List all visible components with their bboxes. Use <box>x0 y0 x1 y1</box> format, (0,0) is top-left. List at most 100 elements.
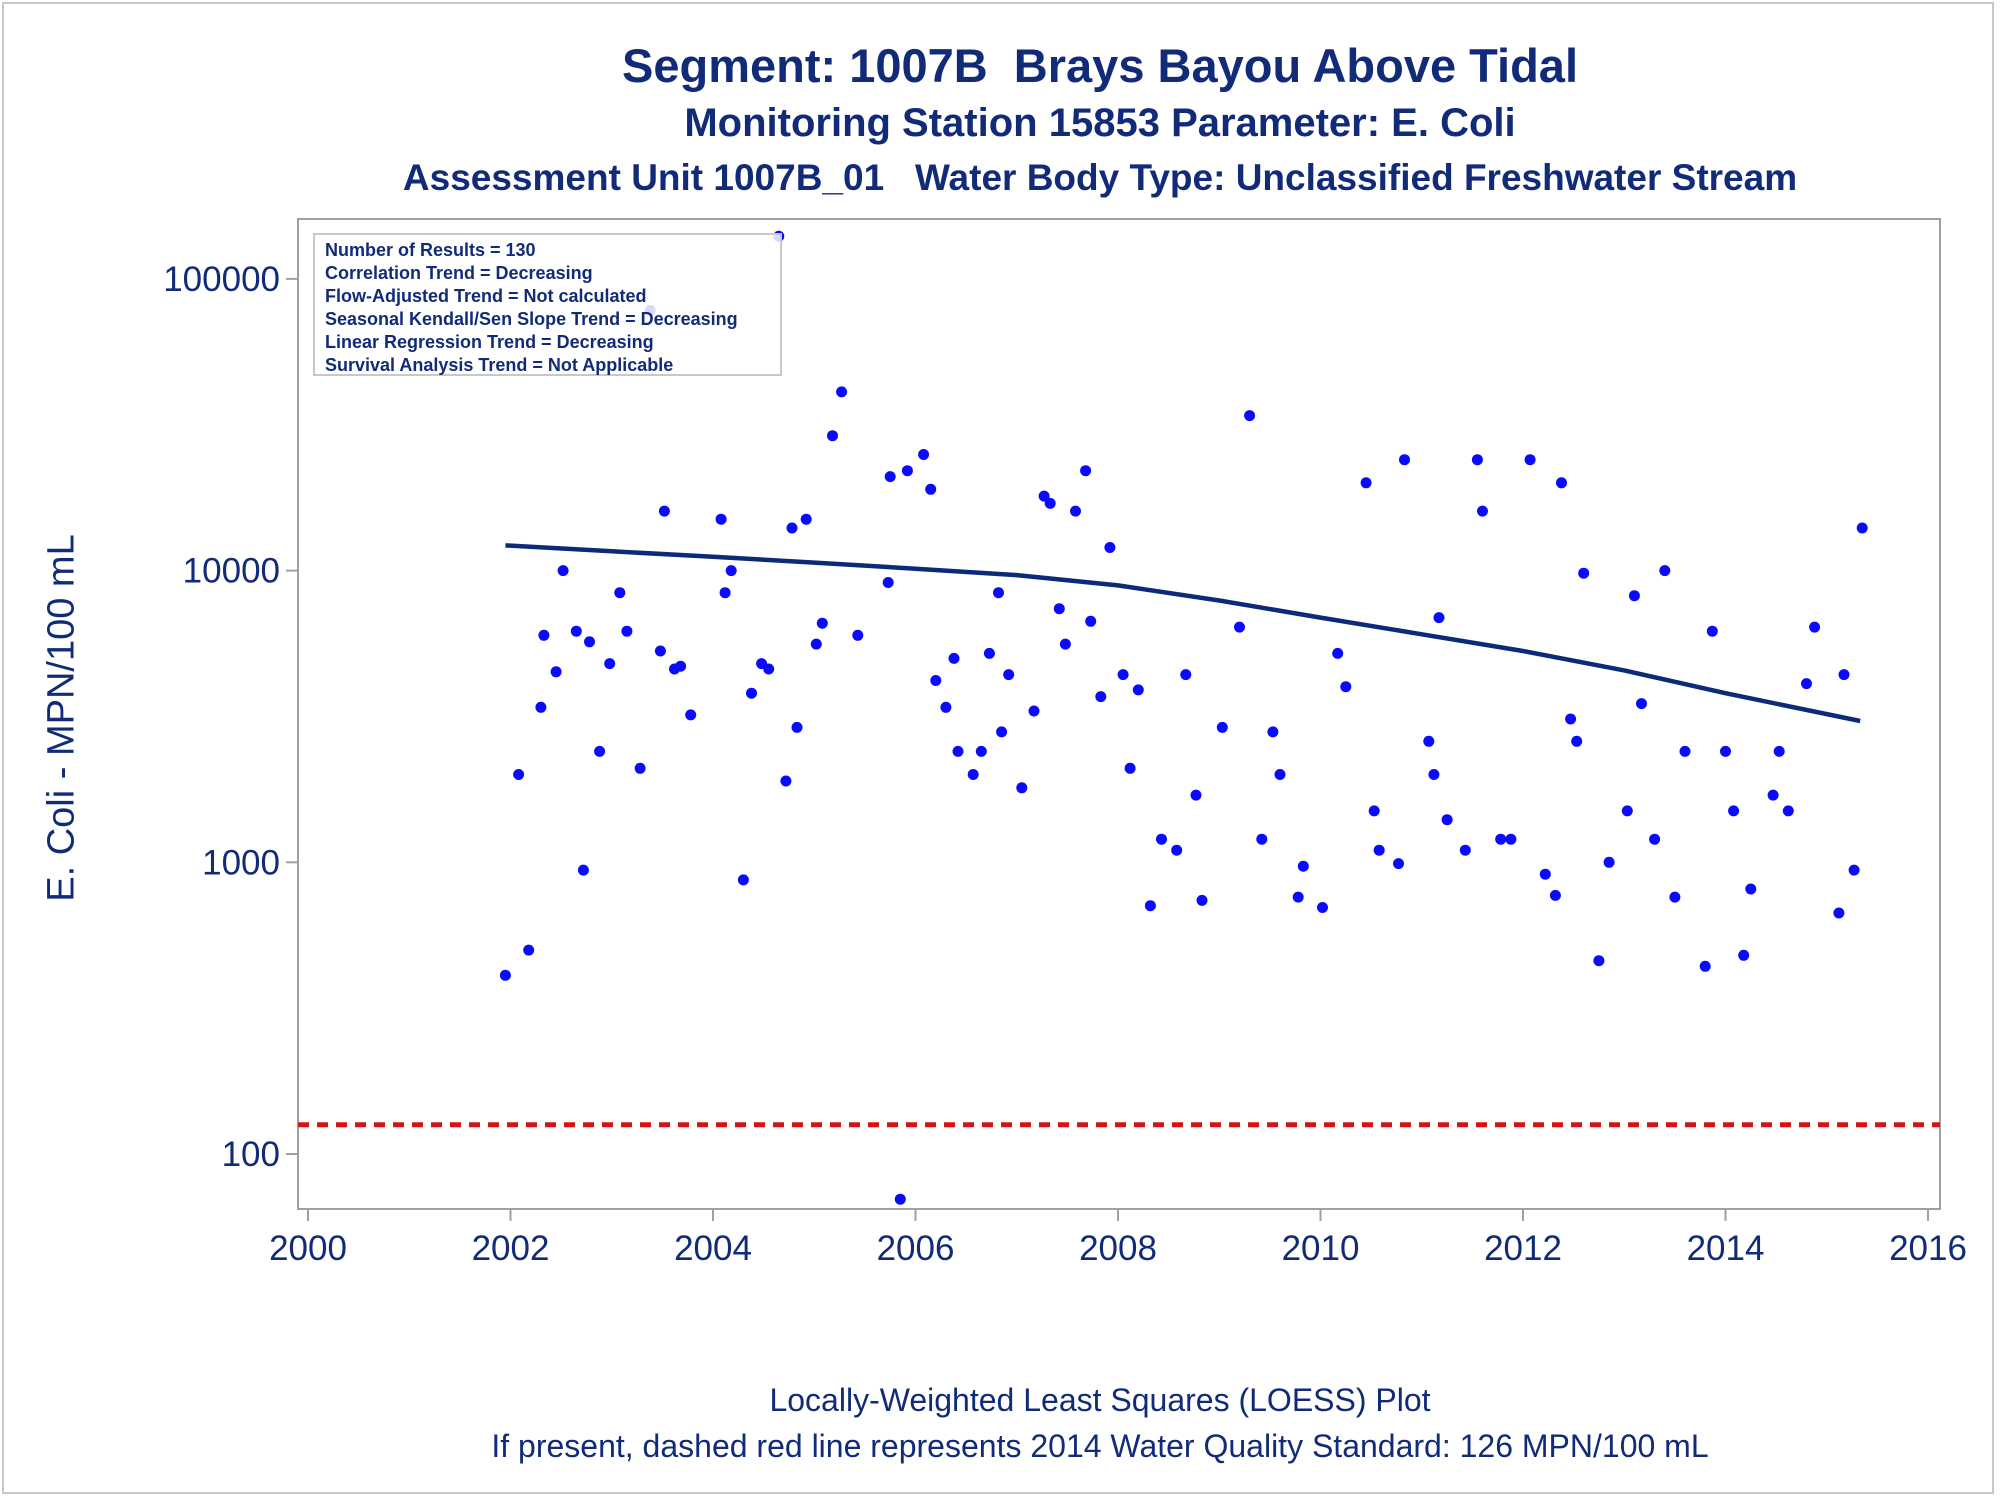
data-point <box>1782 805 1794 817</box>
data-point <box>675 660 687 672</box>
y-axis-label: E. Coli - MPN/100 mL <box>40 534 83 902</box>
data-point <box>1095 691 1107 703</box>
data-point <box>884 471 896 483</box>
x-tick-label: 2012 <box>1484 1229 1562 1268</box>
data-point <box>577 864 589 876</box>
data-point <box>925 483 937 495</box>
data-point <box>1636 698 1647 710</box>
y-tick-label: 100000 <box>163 260 280 299</box>
data-point <box>1495 833 1507 845</box>
data-point <box>584 636 595 648</box>
data-point <box>1471 454 1483 466</box>
data-point <box>1332 647 1344 659</box>
chart-subtitle-2: Assessment Unit 1007B_01 Water Body Type… <box>402 157 1798 198</box>
data-point <box>1706 625 1718 637</box>
data-point <box>780 775 792 787</box>
stat-seasonal-kendall-trend: Seasonal Kendall/Sen Slope Trend = Decre… <box>325 309 738 329</box>
data-point <box>816 617 828 629</box>
data-point <box>1441 814 1453 826</box>
data-point <box>715 513 727 525</box>
data-point <box>993 587 1004 599</box>
data-point <box>786 522 798 534</box>
stats-legend-box: Number of Results = 130 Correlation Tren… <box>313 233 782 376</box>
data-point <box>836 386 848 398</box>
data-point <box>1669 891 1681 903</box>
data-point <box>1649 833 1661 845</box>
data-point <box>1080 465 1092 477</box>
data-point <box>967 769 979 780</box>
data-point <box>1044 497 1056 509</box>
data-point <box>882 577 894 588</box>
footnote-standard: If present, dashed red line represents 2… <box>491 1428 1709 1464</box>
data-point <box>1565 713 1577 725</box>
data-point <box>1477 505 1488 517</box>
data-point <box>940 701 952 713</box>
data-point <box>685 709 697 721</box>
data-point <box>810 638 822 650</box>
data-point <box>1038 490 1050 502</box>
data-point <box>1809 621 1821 633</box>
data-point <box>1505 833 1517 845</box>
data-point <box>1244 410 1256 422</box>
data-point <box>1256 833 1268 845</box>
data-point <box>1085 615 1097 627</box>
data-point <box>550 666 562 678</box>
data-point <box>1773 745 1785 757</box>
data-point <box>1628 590 1640 602</box>
x-tick-label: 2014 <box>1687 1229 1765 1268</box>
data-point <box>791 721 803 733</box>
data-point <box>1070 505 1081 517</box>
data-point <box>535 701 547 713</box>
data-point <box>1190 789 1202 801</box>
x-tick-label: 2010 <box>1282 1229 1360 1268</box>
data-point <box>1196 894 1208 906</box>
data-point <box>1124 762 1136 774</box>
data-point <box>1117 669 1129 681</box>
loess-curve <box>505 543 1861 724</box>
data-point <box>1274 769 1286 780</box>
data-point <box>1659 565 1671 577</box>
data-point <box>1838 669 1850 681</box>
data-point <box>1549 889 1561 901</box>
y-tick-label: 10000 <box>183 552 280 591</box>
data-point <box>800 513 812 525</box>
data-point <box>996 726 1008 738</box>
chart-title: Segment: 1007B Brays Bayou Above Tidal <box>622 39 1578 92</box>
stat-correlation-trend: Correlation Trend = Decreasing <box>325 263 593 283</box>
y-tick-label: 100 <box>222 1135 280 1174</box>
data-point <box>1423 735 1435 747</box>
data-point <box>1216 721 1228 733</box>
data-point <box>901 465 913 477</box>
data-point <box>725 565 737 577</box>
data-point <box>1603 856 1615 868</box>
data-point <box>1848 864 1860 876</box>
data-point <box>948 652 960 664</box>
data-point <box>1373 844 1385 856</box>
data-point <box>1571 735 1583 747</box>
data-point <box>557 565 569 577</box>
y-tick-label: 1000 <box>202 843 280 882</box>
data-point <box>1144 900 1156 912</box>
data-point <box>1104 542 1116 553</box>
data-point <box>1578 567 1590 579</box>
x-tick-label: 2004 <box>674 1229 752 1268</box>
data-point <box>1745 883 1757 895</box>
x-tick-label: 2016 <box>1889 1229 1967 1268</box>
data-point <box>1593 955 1605 967</box>
data-point <box>1292 891 1304 903</box>
data-point <box>1621 805 1633 817</box>
data-point <box>634 762 646 774</box>
data-point <box>1556 477 1567 489</box>
data-point <box>1028 705 1040 717</box>
data-point <box>1360 477 1372 489</box>
data-point <box>621 625 633 637</box>
data-point <box>975 745 987 757</box>
data-point <box>719 587 731 599</box>
x-tick-label: 2000 <box>269 1229 347 1268</box>
data-point <box>827 430 838 442</box>
data-point <box>658 505 670 517</box>
stat-flow-adjusted-trend: Flow-Adjusted Trend = Not calculated <box>325 286 647 306</box>
data-point <box>654 645 666 657</box>
data-point <box>763 663 775 675</box>
